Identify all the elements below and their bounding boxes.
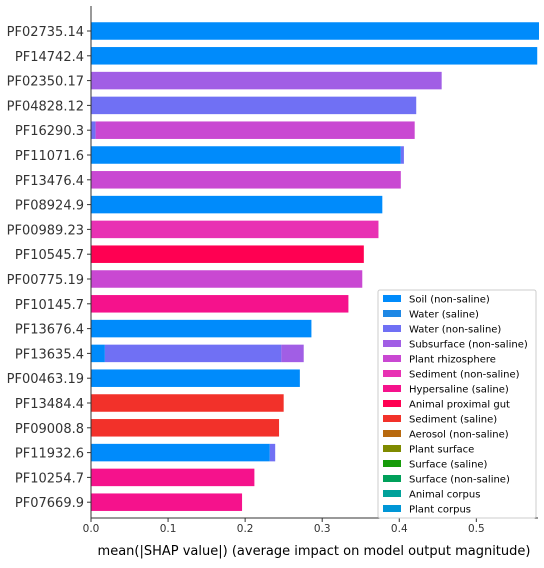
legend-swatch	[383, 295, 401, 302]
legend-swatch	[383, 415, 401, 422]
legend-label: Surface (saline)	[409, 460, 488, 471]
x-tick-label: 0.0	[83, 523, 100, 535]
legend-swatch	[383, 385, 401, 392]
bar-segment	[91, 493, 243, 511]
x-tick-label: 0.1	[160, 523, 177, 535]
legend-label: Surface (non-saline)	[409, 475, 510, 486]
legend-label: Plant rhizosphere	[409, 355, 496, 366]
legend-label: Plant corpus	[409, 505, 471, 516]
legend-swatch	[383, 505, 401, 512]
legend-swatch	[383, 310, 401, 317]
legend-label: Aerosol (non-saline)	[409, 430, 509, 441]
bar-segment	[281, 344, 304, 363]
y-tick-label: PF14742.4	[15, 50, 84, 65]
bar-segment	[91, 394, 284, 412]
legend-label: Soil (non-saline)	[409, 295, 490, 306]
bar-segment	[91, 443, 270, 462]
legend-swatch	[383, 490, 401, 497]
legend-label: Water (saline)	[409, 310, 479, 321]
legend-label: Plant surface	[409, 445, 474, 456]
y-tick-label: PF02350.17	[7, 75, 84, 90]
legend-swatch	[383, 445, 401, 452]
legend-label: Subsurface (non-saline)	[409, 340, 528, 351]
y-tick-label: PF08924.9	[15, 199, 84, 214]
legend-swatch	[383, 475, 401, 482]
bar-segment	[91, 71, 442, 90]
y-tick-labels: PF02735.14 PF14742.4 PF02350.17 PF04828.12 P…	[7, 25, 84, 511]
legend-swatch	[383, 460, 401, 467]
legend-label: Hypersaline (saline)	[409, 385, 509, 396]
x-tick-label: 0.3	[314, 523, 331, 535]
y-tick-label: PF04828.12	[7, 99, 84, 114]
y-tick-label: PF13484.4	[15, 397, 84, 412]
y-tick-label: PF11932.6	[15, 447, 84, 462]
x-axis-label: mean(|SHAP value|) (average impact on mo…	[98, 544, 531, 559]
x-tick-label: 0.4	[391, 523, 408, 535]
bar-segment	[269, 443, 276, 462]
bar-segment	[91, 319, 312, 338]
bar-segment	[91, 195, 383, 214]
legend-label: Water (non-saline)	[409, 325, 501, 336]
bar-segment	[91, 344, 105, 363]
bar-segment	[91, 295, 349, 313]
legend: Soil (non-saline) Water (saline) Water (no…	[377, 289, 537, 519]
x-tick-label: 0.2	[237, 523, 254, 535]
bar-segment	[95, 121, 415, 139]
bar-segment	[91, 419, 280, 437]
y-tick-label: PF11071.6	[15, 149, 84, 164]
bar-segment	[91, 121, 96, 139]
x-tick-label: 0.5	[468, 523, 485, 535]
y-tick-label: PF02735.14	[7, 25, 84, 40]
bar-segment	[91, 270, 363, 288]
y-tick-label: PF00463.19	[7, 372, 84, 387]
y-tick-label: PF13476.4	[15, 174, 84, 189]
y-tick-label: PF10545.7	[15, 248, 84, 263]
legend-swatch	[383, 370, 401, 377]
y-tick-label: PF09008.8	[15, 422, 84, 437]
bar-segment	[104, 344, 282, 363]
x-ticks: 0.0 0.1 0.2 0.3 0.4 0.5	[83, 518, 485, 535]
y-tick-label: PF07669.9	[15, 496, 84, 511]
y-tick-label: PF13635.4	[15, 347, 84, 362]
bar-segment	[400, 146, 404, 164]
bars-layer	[91, 22, 539, 511]
bar-segment	[91, 369, 300, 387]
y-tick-label: PF13676.4	[15, 323, 84, 338]
bar-segment	[91, 245, 364, 263]
legend-label: Animal proximal gut	[409, 400, 510, 411]
y-tick-label: PF16290.3	[15, 124, 84, 139]
y-tick-label: PF10145.7	[15, 298, 84, 313]
legend-swatch	[383, 430, 401, 437]
legend-swatch	[383, 340, 401, 347]
bar-segment	[91, 220, 379, 239]
legend-box	[377, 289, 537, 519]
bar-segment	[91, 468, 255, 487]
legend-label: Sediment (saline)	[409, 415, 497, 426]
bar-segment	[91, 171, 401, 189]
bar-segment	[91, 22, 539, 40]
y-tick-label: PF00775.19	[7, 273, 84, 288]
legend-swatch	[383, 355, 401, 362]
bar-segment	[91, 47, 538, 65]
bar-segment	[91, 146, 401, 164]
y-tick-label: PF10254.7	[15, 471, 84, 486]
legend-label: Animal corpus	[409, 490, 480, 501]
bar-segment	[91, 96, 417, 115]
legend-label: Sediment (non-saline)	[409, 370, 520, 381]
legend-swatch	[383, 400, 401, 407]
legend-swatch	[383, 325, 401, 332]
y-tick-label: PF00989.23	[7, 223, 84, 238]
